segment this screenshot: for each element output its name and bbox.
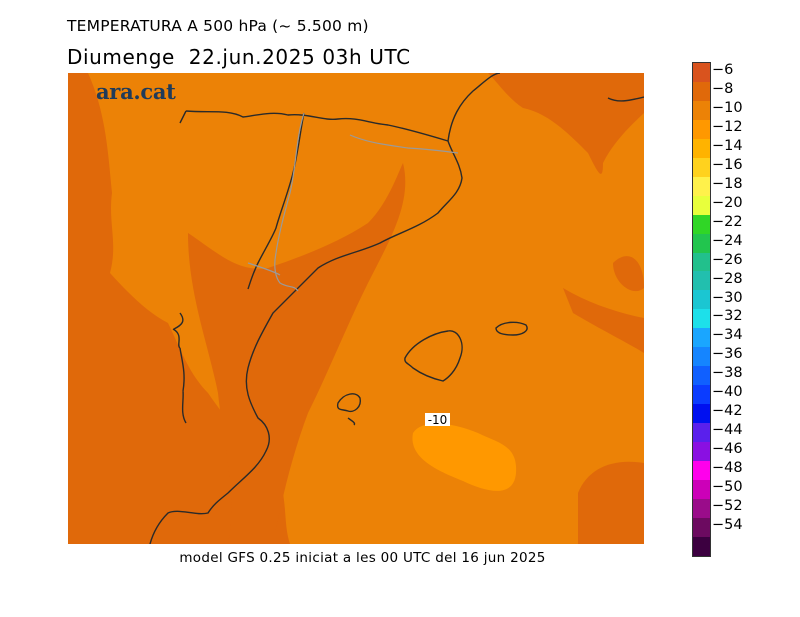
colorbar-label: −8 — [712, 80, 734, 97]
coastline-lines — [149, 73, 644, 544]
formentera-island — [347, 417, 356, 426]
field-warm-band-southeast — [578, 461, 644, 544]
colorbar-label: −18 — [712, 175, 743, 192]
mallorca-island — [404, 330, 463, 382]
catalonia-border — [274, 112, 305, 292]
colorbar-segment — [693, 366, 710, 386]
field-warm-band-central — [188, 163, 406, 544]
colorbar-labels: −6 −8 −10 −12 −14 −16 −18 −20 −22 −24 −26 −28 −30 −32… — [712, 62, 782, 557]
colorbar-segment — [693, 138, 710, 158]
model-footer: model GFS 0.25 iniciat a les 00 UTC del … — [179, 550, 546, 566]
italy-coastline — [607, 96, 644, 102]
andorra-border — [247, 112, 305, 290]
colorbar-segment — [693, 214, 710, 234]
colorbar-segment — [693, 328, 710, 348]
interior-border-west — [172, 110, 187, 424]
ara-cat-logo: ara.cat — [96, 79, 176, 104]
colorbar-segment — [693, 63, 710, 82]
contour-label-box — [425, 413, 450, 426]
colorbar-segment — [693, 517, 710, 537]
colorbar-label: −52 — [712, 498, 743, 515]
colorbar-segment — [693, 290, 710, 310]
colorbar-label: −54 — [712, 517, 743, 534]
colorbar-label: −50 — [712, 479, 743, 496]
menorca-island — [495, 321, 528, 336]
colorbar-label: −38 — [712, 365, 743, 382]
chart-title: TEMPERATURA A 500 hPa (~ 5.500 m) — [67, 17, 369, 35]
chart-subtitle: Diumenge 22.jun.2025 03h UTC — [67, 45, 411, 69]
colorbar-segment — [693, 252, 710, 272]
colorbar-segment — [693, 157, 710, 177]
colorbar-label: −26 — [712, 251, 743, 268]
colorbar-label: −24 — [712, 232, 743, 249]
colorbar-segment — [693, 309, 710, 329]
field-warm-band-west — [68, 73, 290, 544]
field-warm-band-east-small — [613, 256, 644, 292]
contour-label: -10 — [428, 413, 448, 427]
colorbar-label: −10 — [712, 99, 743, 116]
map-canvas: -10 — [68, 73, 644, 544]
balearic-islands — [336, 321, 528, 426]
colorbar-label: −34 — [712, 327, 743, 344]
ibiza-island — [336, 393, 362, 413]
colorbar-segment — [693, 423, 710, 443]
colorbar-segment — [693, 176, 710, 196]
colorbar-segment — [693, 81, 710, 101]
colorbar-segment — [693, 195, 710, 215]
colorbar-label: −36 — [712, 346, 743, 363]
colorbar-segment — [693, 498, 710, 518]
colorbar-label: −16 — [712, 156, 743, 173]
france-spain-border — [185, 110, 449, 142]
colorbar-segment — [693, 271, 710, 291]
field-warm-band-north — [488, 73, 644, 174]
colorbar-label: −32 — [712, 308, 743, 325]
colorbar-label: −46 — [712, 441, 743, 458]
field-warm-band-east — [563, 288, 644, 353]
colorbar-label: −30 — [712, 289, 743, 306]
colorbar-segment — [693, 233, 710, 253]
colorbar-segment — [693, 479, 710, 499]
colorbar-label: −48 — [712, 460, 743, 477]
colorbar-label: −44 — [712, 422, 743, 439]
colorbar-segment — [693, 347, 710, 367]
colorbar-label: −22 — [712, 213, 743, 230]
colorbar-label: −20 — [712, 194, 743, 211]
colorbar-segment — [693, 461, 710, 480]
colorbar-segment — [693, 119, 710, 139]
colorbar-segment — [693, 100, 710, 120]
region-lines — [247, 112, 459, 292]
aragon-border — [247, 262, 281, 276]
colorbar-label: −28 — [712, 270, 743, 287]
colorbar-segment — [693, 404, 710, 424]
field-cool-band-spot — [412, 423, 517, 491]
colorbar-segment — [693, 385, 710, 405]
iberian-coastline — [149, 140, 463, 544]
france-coastline — [447, 73, 501, 142]
colorbar-label: −14 — [712, 137, 743, 154]
colorbar-label: −40 — [712, 384, 743, 401]
colorbar-segment — [693, 442, 710, 462]
temperature-map: -10 ara.cat — [68, 73, 644, 544]
colorbar-label: −6 — [712, 61, 734, 78]
colorbar-label: −12 — [712, 118, 743, 135]
colorbar — [692, 62, 711, 557]
colorbar-segment — [693, 536, 710, 556]
catalonia-north-border — [349, 134, 459, 154]
colorbar-label: −42 — [712, 403, 743, 420]
